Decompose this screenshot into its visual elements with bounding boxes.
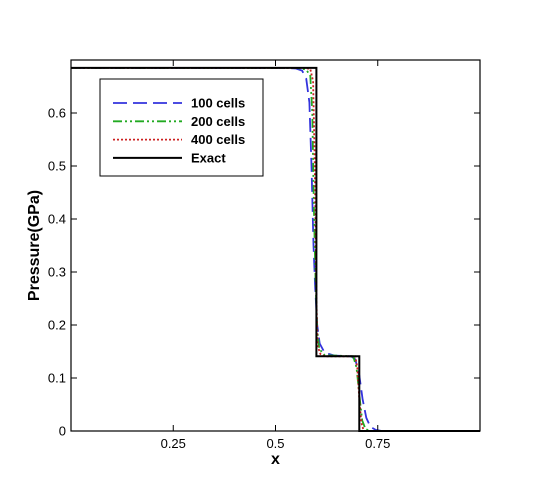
legend-label-2: 400 cells: [191, 132, 245, 147]
y-tick-label: 0.5: [48, 159, 66, 174]
series-line-0: [71, 67, 480, 432]
legend-label-3: Exact: [191, 150, 226, 165]
legend-box: [99, 78, 264, 177]
y-tick-label: 0.3: [48, 265, 66, 280]
legend-label-1: 200 cells: [191, 114, 245, 129]
series-line-1: [71, 67, 480, 432]
y-tick-label: 0.6: [48, 106, 66, 121]
x-tick-label: 0.75: [365, 436, 390, 451]
y-tick-label: 0.1: [48, 371, 66, 386]
legend: 100 cells 200 cells 400 cells Exact: [99, 78, 264, 177]
series-line-2: [71, 67, 480, 432]
x-axis-title: x: [271, 451, 280, 468]
x-tick-label: 0.25: [161, 436, 186, 451]
y-tick-label: 0.2: [48, 318, 66, 333]
y-tick-label: 0: [59, 424, 66, 439]
y-tick-label: 0.4: [48, 212, 66, 227]
y-axis-title: Pressure(GPa): [26, 190, 43, 301]
ticks-layer: 0.25 0.5 0.75 0 0.1 0.2 0.3 0.4 0.5 0.6: [48, 60, 480, 451]
x-tick-label: 0.5: [266, 436, 284, 451]
legend-label-0: 100 cells: [191, 96, 245, 111]
